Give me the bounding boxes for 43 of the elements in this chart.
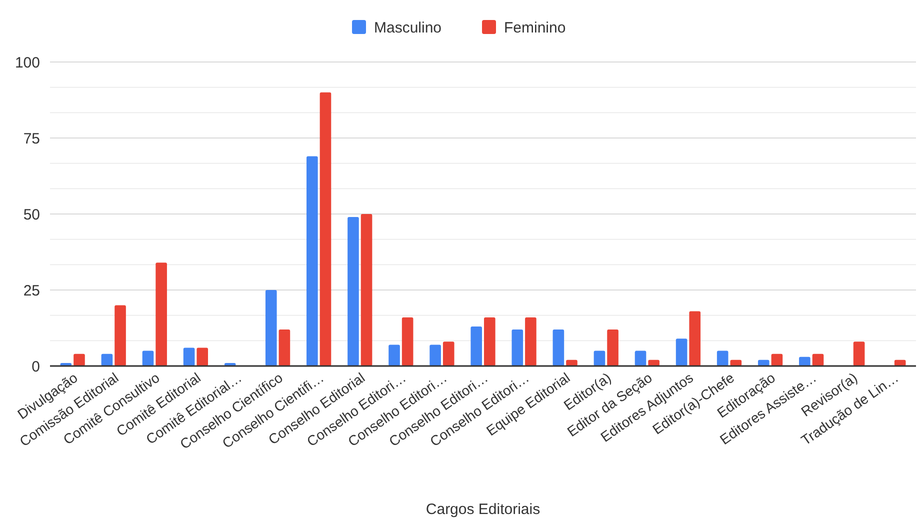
bar [74, 354, 85, 366]
bar [648, 360, 660, 366]
bar [594, 350, 606, 366]
bar [676, 338, 688, 366]
bar [360, 214, 372, 366]
bar [278, 330, 290, 366]
bar [566, 360, 578, 366]
bar [758, 360, 770, 366]
bar [470, 326, 482, 366]
y-tick-label: 100 [14, 54, 40, 72]
bar [196, 348, 208, 366]
bar [853, 342, 865, 366]
bar [689, 311, 701, 366]
bar [156, 262, 167, 366]
legend-label: Masculino [374, 19, 442, 36]
bar [442, 342, 454, 366]
bar [716, 350, 728, 366]
y-tick-label: 75 [23, 130, 40, 148]
bar [799, 356, 810, 366]
bar [607, 330, 618, 366]
bar [142, 350, 154, 366]
bar [101, 354, 113, 366]
legend-label: Feminino [504, 19, 566, 36]
bar [402, 317, 414, 366]
bar [114, 305, 126, 366]
bar [771, 354, 783, 366]
bar [265, 290, 277, 366]
bar [183, 348, 195, 366]
bar [430, 344, 441, 366]
bar [552, 330, 564, 366]
bar [812, 354, 824, 366]
bar [348, 217, 359, 366]
bar [484, 317, 496, 366]
bar [320, 92, 332, 366]
bar [525, 317, 536, 366]
y-tick-label: 25 [23, 282, 40, 300]
bar [512, 330, 524, 366]
bar [634, 350, 646, 366]
y-tick-label: 50 [23, 206, 40, 224]
bar [388, 344, 400, 366]
x-axis-title: Cargos Editoriais [426, 501, 540, 518]
y-tick-label: 0 [32, 358, 40, 376]
bar [306, 156, 318, 366]
